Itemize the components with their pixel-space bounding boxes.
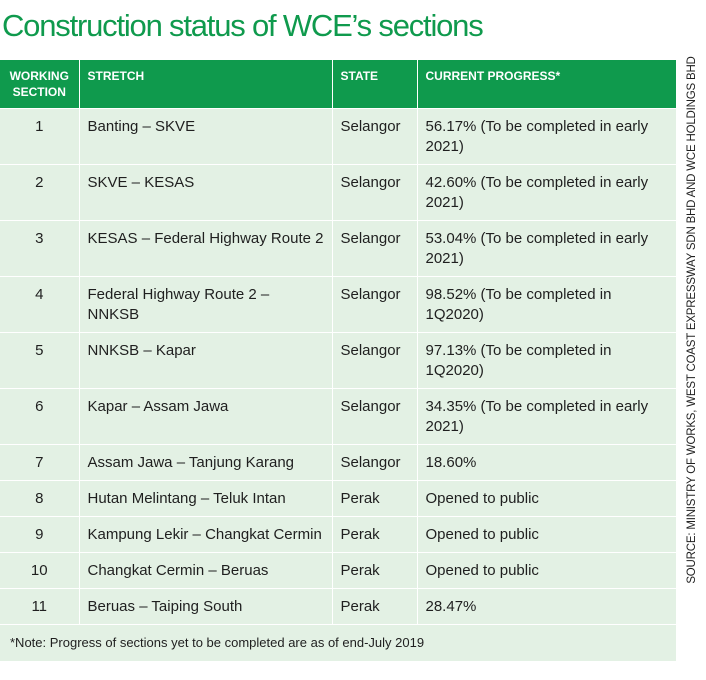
cell-state: Selangor: [331, 388, 417, 445]
table-row: 10 Changkat Cermin – Beruas Perak Opened…: [0, 552, 676, 589]
cell-section: 10: [0, 552, 79, 589]
table-row: 5 NNKSB – Kapar Selangor 97.13% (To be c…: [0, 332, 676, 389]
cell-state: Selangor: [331, 164, 417, 221]
header-stretch: STRETCH: [78, 60, 332, 109]
cell-section: 3: [0, 220, 79, 277]
cell-stretch: Assam Jawa – Tanjung Karang: [78, 444, 332, 481]
table-row: 6 Kapar – Assam Jawa Selangor 34.35% (To…: [0, 388, 676, 445]
cell-state: Selangor: [331, 332, 417, 389]
cell-progress: 18.60%: [416, 444, 676, 481]
cell-stretch: Kapar – Assam Jawa: [78, 388, 332, 445]
table-row: 2 SKVE – KESAS Selangor 42.60% (To be co…: [0, 164, 676, 221]
sections-table: WORKING SECTION STRETCH STATE CURRENT PR…: [0, 60, 676, 661]
cell-progress: Opened to public: [416, 552, 676, 589]
cell-section: 7: [0, 444, 79, 481]
table-header-row: WORKING SECTION STRETCH STATE CURRENT PR…: [0, 60, 676, 109]
cell-stretch: KESAS – Federal Highway Route 2: [78, 220, 332, 277]
cell-section: 8: [0, 480, 79, 517]
header-state: STATE: [331, 60, 417, 109]
cell-progress: 34.35% (To be completed in early 2021): [416, 388, 676, 445]
cell-state: Selangor: [331, 108, 417, 165]
cell-progress: 53.04% (To be completed in early 2021): [416, 220, 676, 277]
note-row: *Note: Progress of sections yet to be co…: [0, 624, 676, 661]
cell-stretch: Banting – SKVE: [78, 108, 332, 165]
table-row: 4 Federal Highway Route 2 – NNKSB Selang…: [0, 276, 676, 333]
page-title: Construction status of WCE’s sections: [2, 8, 484, 43]
cell-section: 4: [0, 276, 79, 333]
cell-state: Selangor: [331, 444, 417, 481]
cell-stretch: Federal Highway Route 2 – NNKSB: [78, 276, 332, 333]
table-row: 1 Banting – SKVE Selangor 56.17% (To be …: [0, 108, 676, 165]
cell-progress: Opened to public: [416, 480, 676, 517]
table-row: 8 Hutan Melintang – Teluk Intan Perak Op…: [0, 480, 676, 517]
sections-table-container: WORKING SECTION STRETCH STATE CURRENT PR…: [0, 60, 676, 661]
cell-section: 11: [0, 588, 79, 625]
header-working-section: WORKING SECTION: [0, 60, 79, 109]
cell-state: Perak: [331, 552, 417, 589]
cell-stretch: Beruas – Taiping South: [78, 588, 332, 625]
cell-section: 1: [0, 108, 79, 165]
cell-stretch: NNKSB – Kapar: [78, 332, 332, 389]
cell-progress: 97.13% (To be completed in 1Q2020): [416, 332, 676, 389]
cell-state: Perak: [331, 480, 417, 517]
cell-progress: 28.47%: [416, 588, 676, 625]
cell-progress: 56.17% (To be completed in early 2021): [416, 108, 676, 165]
source-text: SOURCE: MINISTRY OF WORKS, WEST COAST EX…: [686, 56, 698, 584]
cell-section: 9: [0, 516, 79, 553]
cell-state: Selangor: [331, 276, 417, 333]
cell-progress: 98.52% (To be completed in 1Q2020): [416, 276, 676, 333]
cell-stretch: Kampung Lekir – Changkat Cermin: [78, 516, 332, 553]
cell-section: 2: [0, 164, 79, 221]
cell-state: Perak: [331, 516, 417, 553]
cell-progress: 42.60% (To be completed in early 2021): [416, 164, 676, 221]
source-credit: SOURCE: MINISTRY OF WORKS, WEST COAST EX…: [684, 56, 700, 583]
cell-section: 6: [0, 388, 79, 445]
table-row: 9 Kampung Lekir – Changkat Cermin Perak …: [0, 516, 676, 553]
cell-stretch: Hutan Melintang – Teluk Intan: [78, 480, 332, 517]
table-row: 7 Assam Jawa – Tanjung Karang Selangor 1…: [0, 444, 676, 481]
cell-section: 5: [0, 332, 79, 389]
cell-stretch: Changkat Cermin – Beruas: [78, 552, 332, 589]
cell-state: Perak: [331, 588, 417, 625]
cell-progress: Opened to public: [416, 516, 676, 553]
table-row: 3 KESAS – Federal Highway Route 2 Selang…: [0, 220, 676, 277]
cell-state: Selangor: [331, 220, 417, 277]
footnote: *Note: Progress of sections yet to be co…: [0, 624, 676, 661]
header-current-progress: CURRENT PROGRESS*: [416, 60, 676, 109]
cell-stretch: SKVE – KESAS: [78, 164, 332, 221]
table-row: 11 Beruas – Taiping South Perak 28.47%: [0, 588, 676, 625]
